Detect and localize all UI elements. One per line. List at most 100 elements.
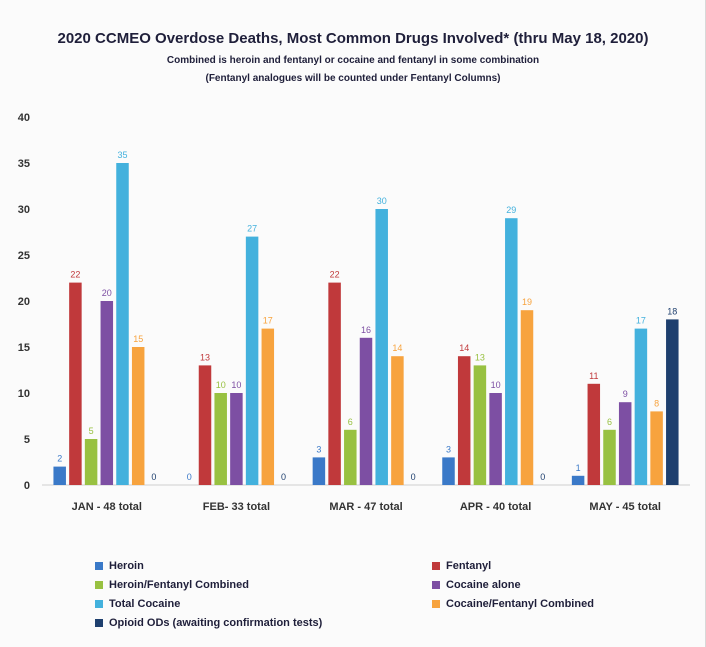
data-label: 15 bbox=[133, 334, 143, 344]
bar bbox=[53, 467, 65, 485]
data-label: 13 bbox=[475, 352, 485, 362]
bar bbox=[199, 365, 212, 485]
legend-item: Heroin bbox=[95, 560, 144, 572]
data-label: 14 bbox=[459, 343, 469, 353]
bar bbox=[116, 163, 129, 485]
bar bbox=[313, 457, 326, 485]
data-label: 10 bbox=[491, 380, 501, 390]
data-label: 22 bbox=[70, 270, 80, 280]
bar bbox=[521, 310, 534, 485]
bar bbox=[505, 218, 518, 485]
bar bbox=[666, 319, 679, 485]
data-label: 0 bbox=[281, 472, 286, 482]
bar bbox=[230, 393, 243, 485]
data-label: 1 bbox=[576, 463, 581, 473]
legend-swatch bbox=[95, 562, 103, 570]
data-label: 2 bbox=[57, 454, 62, 464]
x-tick-label: APR - 40 total bbox=[460, 501, 532, 513]
y-tick-label: 30 bbox=[18, 204, 30, 216]
legend-item: Cocaine/Fentanyl Combined bbox=[432, 598, 594, 610]
data-label: 35 bbox=[117, 150, 127, 160]
data-label: 3 bbox=[446, 444, 451, 454]
bar bbox=[572, 476, 585, 485]
bar bbox=[328, 283, 341, 485]
legend-label: Opioid ODs (awaiting confirmation tests) bbox=[109, 617, 322, 629]
legend-label: Fentanyl bbox=[446, 560, 491, 572]
data-label: 3 bbox=[316, 444, 321, 454]
bar bbox=[214, 393, 227, 485]
bar bbox=[635, 329, 648, 485]
data-label: 20 bbox=[102, 288, 112, 298]
x-tick-label: MAY - 45 total bbox=[589, 501, 661, 513]
data-label: 6 bbox=[607, 417, 612, 427]
bar bbox=[442, 457, 455, 485]
data-label: 0 bbox=[411, 472, 416, 482]
bar bbox=[474, 365, 487, 485]
legend-label: Cocaine/Fentanyl Combined bbox=[446, 598, 594, 610]
legend-item: Cocaine alone bbox=[432, 579, 521, 591]
bar bbox=[101, 301, 114, 485]
data-label: 13 bbox=[200, 352, 210, 362]
bar bbox=[650, 411, 663, 485]
data-label: 9 bbox=[623, 389, 628, 399]
bar bbox=[262, 329, 275, 485]
data-label: 10 bbox=[231, 380, 241, 390]
data-label: 10 bbox=[216, 380, 226, 390]
y-tick-label: 35 bbox=[18, 158, 30, 170]
bar bbox=[458, 356, 471, 485]
data-label: 30 bbox=[377, 196, 387, 206]
bar bbox=[246, 237, 259, 485]
data-label: 19 bbox=[522, 297, 532, 307]
legend-label: Cocaine alone bbox=[446, 579, 521, 591]
data-label: 27 bbox=[247, 224, 257, 234]
legend-label: Total Cocaine bbox=[109, 598, 180, 610]
bar bbox=[344, 430, 357, 485]
bar bbox=[375, 209, 388, 485]
data-label: 16 bbox=[361, 325, 371, 335]
y-tick-label: 20 bbox=[18, 296, 30, 308]
data-label: 14 bbox=[392, 343, 402, 353]
y-tick-label: 10 bbox=[18, 388, 30, 400]
y-tick-label: 40 bbox=[18, 112, 30, 124]
data-label: 29 bbox=[506, 205, 516, 215]
data-label: 0 bbox=[187, 472, 192, 482]
legend-swatch bbox=[432, 562, 440, 570]
x-tick-label: MAR - 47 total bbox=[329, 501, 402, 513]
bar bbox=[85, 439, 98, 485]
x-tick-label: FEB- 33 total bbox=[203, 501, 270, 513]
data-label: 0 bbox=[151, 472, 156, 482]
bar bbox=[69, 283, 82, 485]
data-label: 17 bbox=[263, 316, 273, 326]
legend-swatch bbox=[95, 581, 103, 589]
legend-swatch bbox=[95, 619, 103, 627]
data-label: 8 bbox=[654, 398, 659, 408]
x-tick-label: JAN - 48 total bbox=[72, 501, 142, 513]
bar bbox=[489, 393, 502, 485]
legend-item: Fentanyl bbox=[432, 560, 491, 572]
bar bbox=[360, 338, 373, 485]
y-tick-label: 5 bbox=[24, 434, 30, 446]
data-label: 0 bbox=[540, 472, 545, 482]
data-label: 5 bbox=[89, 426, 94, 436]
data-label: 18 bbox=[667, 306, 677, 316]
bar bbox=[603, 430, 616, 485]
bar bbox=[132, 347, 145, 485]
legend-label: Heroin bbox=[109, 560, 144, 572]
legend-swatch bbox=[432, 581, 440, 589]
data-label: 17 bbox=[636, 316, 646, 326]
legend-item: Heroin/Fentanyl Combined bbox=[95, 579, 249, 591]
legend-item: Opioid ODs (awaiting confirmation tests) bbox=[95, 617, 322, 629]
data-label: 22 bbox=[330, 270, 340, 280]
y-tick-label: 0 bbox=[24, 480, 30, 492]
bar bbox=[391, 356, 404, 485]
legend-swatch bbox=[432, 600, 440, 608]
bar bbox=[619, 402, 632, 485]
data-label: 11 bbox=[589, 371, 598, 381]
bar bbox=[588, 384, 601, 485]
data-label: 6 bbox=[348, 417, 353, 427]
legend-item: Total Cocaine bbox=[95, 598, 180, 610]
legend-label: Heroin/Fentanyl Combined bbox=[109, 579, 249, 591]
y-tick-label: 25 bbox=[18, 250, 30, 262]
